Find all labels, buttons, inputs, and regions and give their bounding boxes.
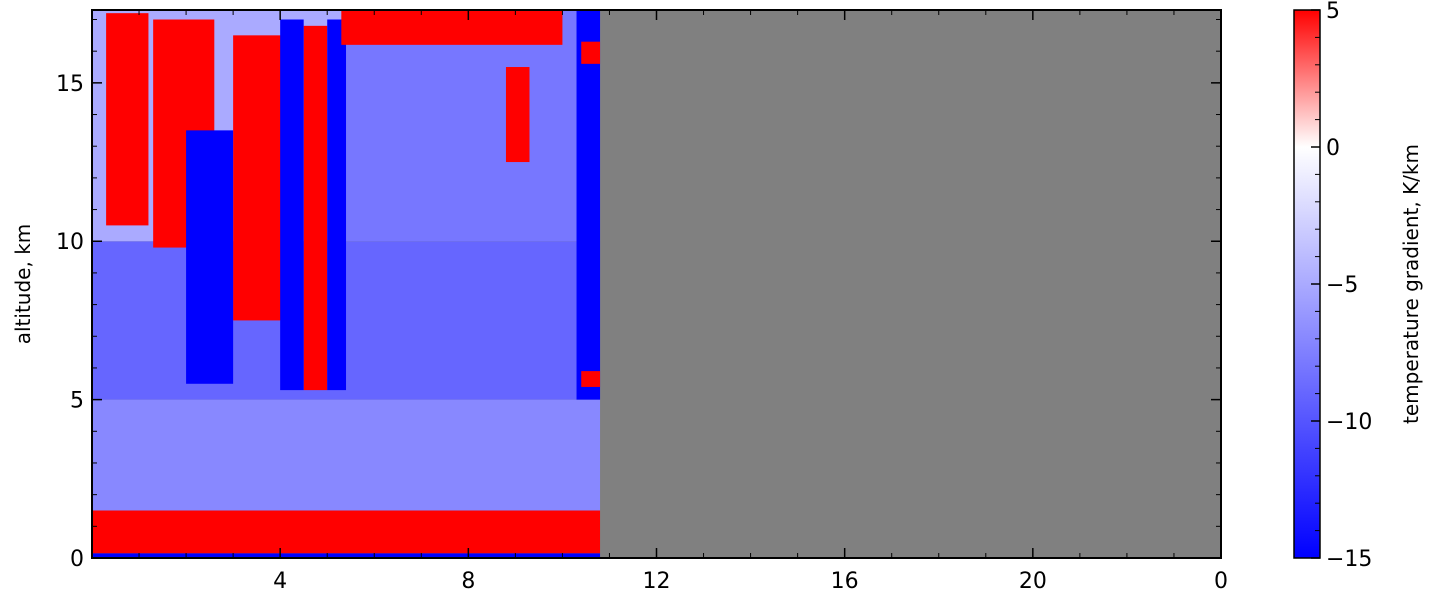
y-tick-label: 15	[56, 72, 84, 97]
heatmap-plot-area	[92, 10, 1221, 558]
heatmap-region-16	[581, 371, 601, 387]
heatmap-region-9	[303, 25, 328, 391]
colorbar-tick-label: 5	[1326, 0, 1340, 24]
colorbar-axis: 5 0 −5 −10 −15	[1311, 0, 1372, 572]
x-tick-label: 20	[1019, 569, 1047, 594]
x-tick-label: 0	[1214, 569, 1228, 594]
heatmap-region-2	[92, 399, 601, 511]
heatmap-region-4	[346, 10, 601, 242]
x-tick-label: 4	[273, 569, 287, 594]
colorbar-tick-label: −10	[1326, 410, 1372, 435]
heatmap-region-12	[327, 19, 347, 391]
x-tick-label: 12	[643, 569, 671, 594]
y-axis-title: altitude, km	[11, 224, 35, 345]
y-tick-label: 10	[56, 230, 84, 255]
y-axis: 0 5 10 15	[56, 19, 1221, 572]
colorbar-title: temperature gradient, K/km	[1399, 144, 1423, 424]
colorbar-tick-label: −15	[1326, 547, 1372, 572]
x-tick-label: 8	[461, 569, 475, 594]
heatmap-region-0	[92, 553, 601, 558]
y-tick-label: 0	[70, 547, 84, 572]
heatmap-region-6	[106, 13, 149, 226]
x-axis: 4 8 12 16 20 0	[138, 10, 1228, 594]
y-tick-label: 5	[70, 389, 84, 414]
heatmap-region-15	[576, 10, 601, 400]
heatmap-region-17	[581, 41, 601, 64]
colorbar-tick-label: −5	[1326, 273, 1358, 298]
heatmap-region-1	[92, 510, 601, 554]
x-tick-label: 16	[831, 569, 859, 594]
heatmap-region-11	[280, 19, 304, 391]
heatmap-region-14	[505, 67, 530, 163]
heatmap-region-13	[341, 10, 563, 45]
colorbar-tick-label: 0	[1326, 136, 1340, 161]
heatmap-region-10	[186, 130, 234, 384]
